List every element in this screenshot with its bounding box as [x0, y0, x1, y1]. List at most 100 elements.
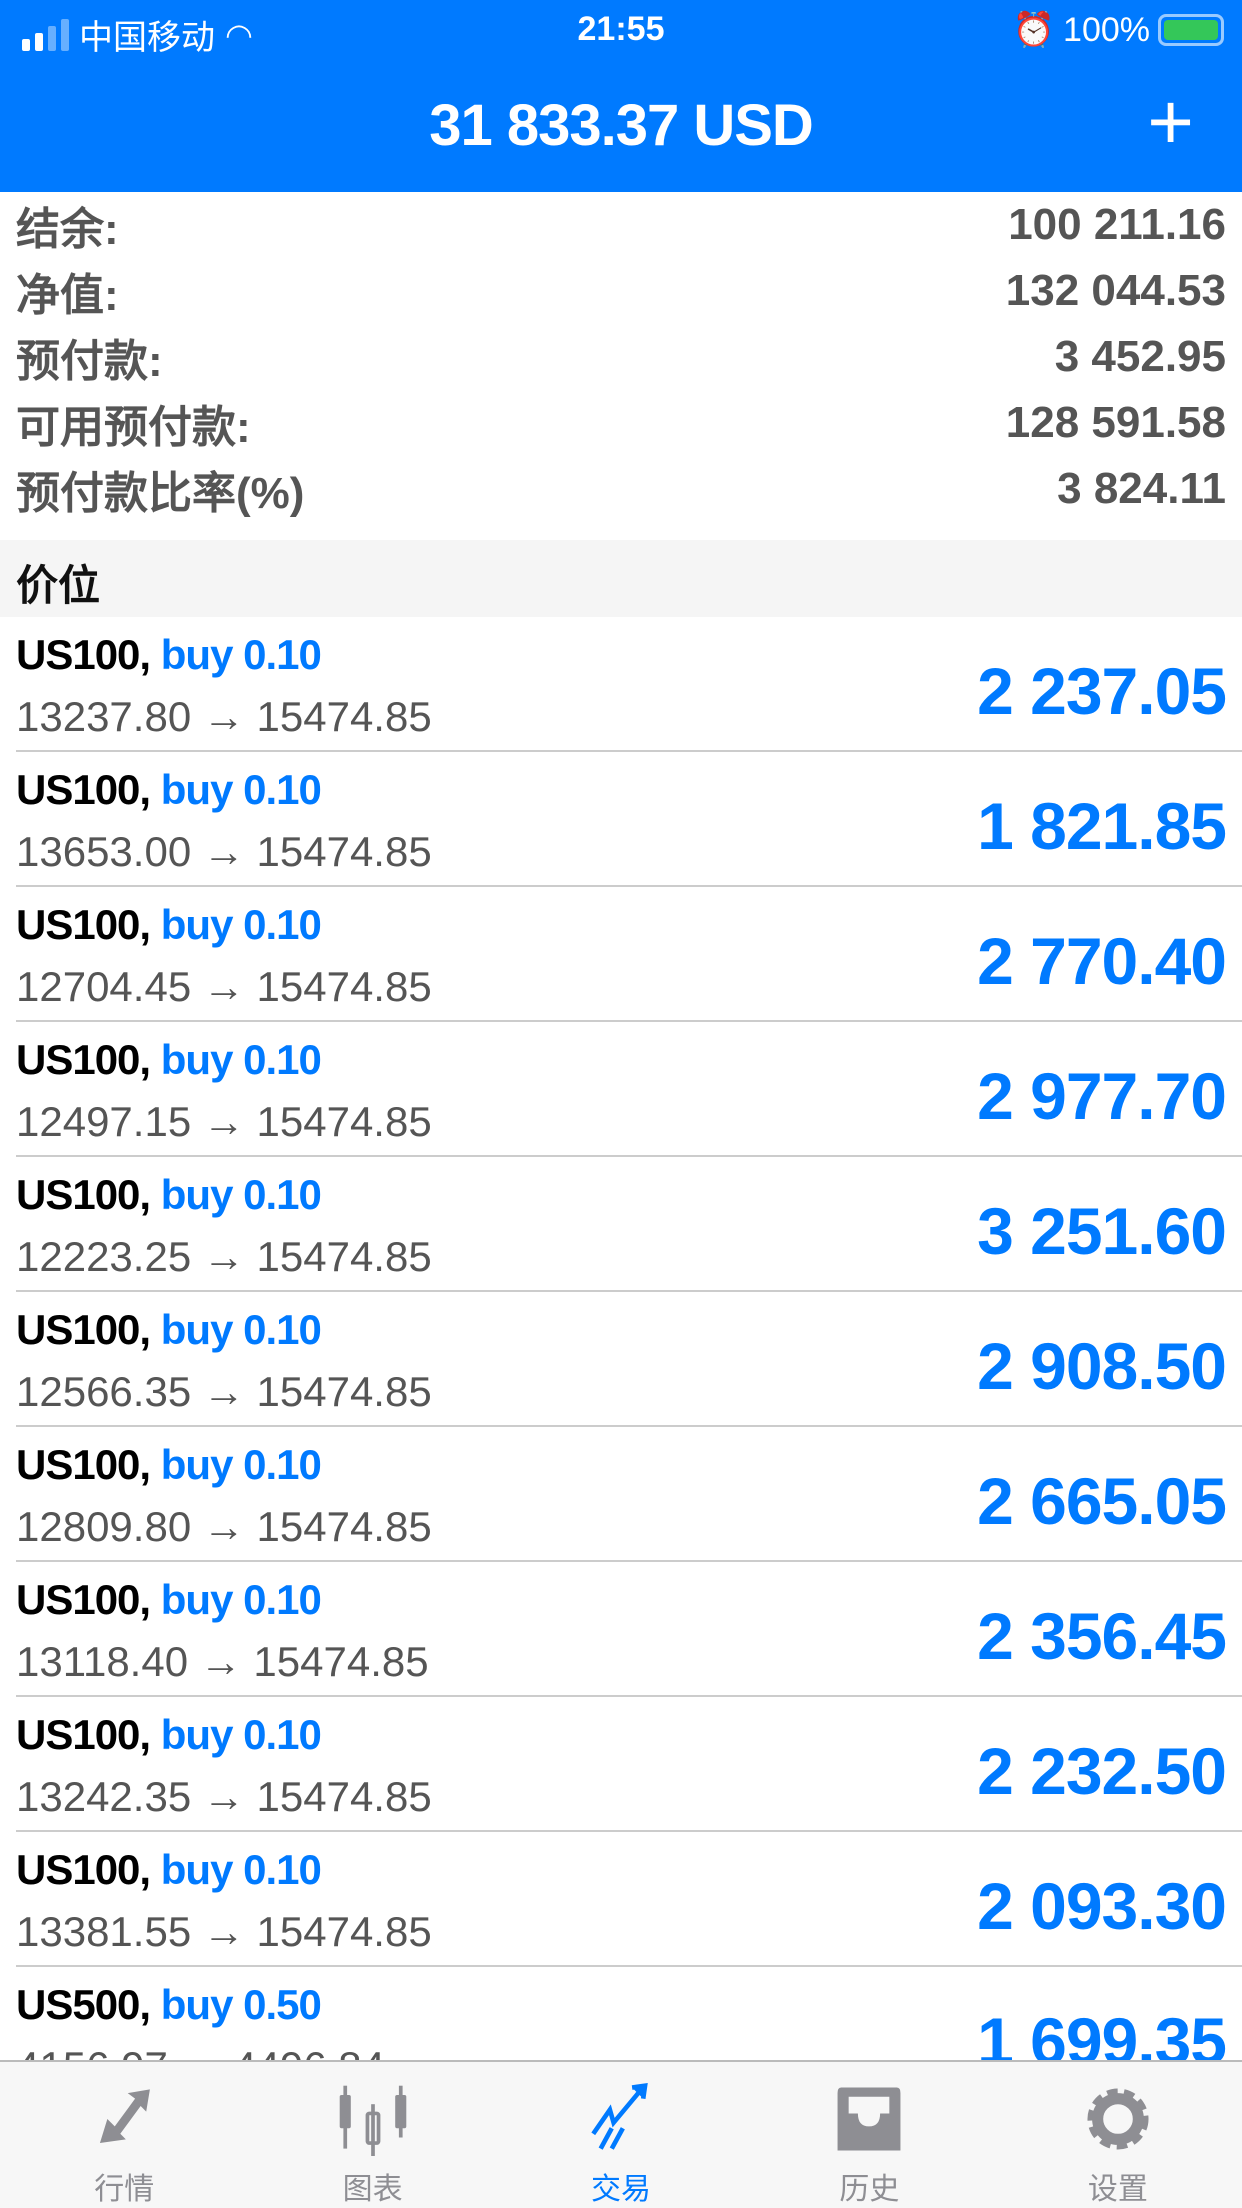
summary-margin: 预付款: 3 452.95	[0, 324, 1242, 390]
summary-value: 132 044.53	[1005, 266, 1226, 315]
tab-bar: 行情 图表 交易 历史 设置	[0, 2060, 1242, 2208]
symbol: US100,	[16, 1306, 151, 1353]
profit: 2 093.30	[977, 1869, 1227, 1943]
position-symbol: US100, buy 0.10	[16, 1441, 322, 1489]
position-symbol: US100, buy 0.10	[16, 1711, 322, 1759]
order-type-volume: buy 0.10	[160, 766, 322, 813]
profit: 2 356.45	[977, 1599, 1227, 1673]
tab-settings[interactable]: 设置	[994, 2062, 1242, 2208]
tab-label: 设置	[1087, 2173, 1148, 2206]
position-symbol: US500, buy 0.50	[16, 1981, 322, 2029]
signal-icon	[22, 18, 69, 51]
profit: 2 665.05	[977, 1464, 1227, 1538]
summary-margin-level: 预付款比率(%) 3 824.11	[0, 456, 1242, 522]
summary-label: 预付款比率(%)	[16, 469, 305, 518]
profit: 2 237.05	[977, 654, 1227, 728]
tab-quotes[interactable]: 行情	[0, 2062, 248, 2208]
symbol: US100,	[16, 1036, 151, 1083]
order-type-volume: buy 0.50	[160, 1981, 322, 2028]
header: 中国移动 ◠ 21:55 ⏰ 100% 31 833.37 USD +	[0, 0, 1242, 192]
tab-charts[interactable]: 图表	[248, 2062, 496, 2208]
position-row[interactable]: US100, buy 0.10 13242.35 → 15474.85 2 23…	[16, 1697, 1242, 1832]
position-symbol: US100, buy 0.10	[16, 1846, 322, 1894]
position-symbol: US100, buy 0.10	[16, 1171, 322, 1219]
order-type-volume: buy 0.10	[160, 1036, 322, 1083]
tab-label: 交易	[591, 2173, 652, 2206]
summary-value: 3 824.11	[1057, 464, 1226, 513]
profit: 1 821.85	[977, 789, 1227, 863]
tab-label: 历史	[839, 2173, 900, 2206]
open-current-prices: 12809.80 → 15474.85	[16, 1503, 432, 1550]
position-symbol: US100, buy 0.10	[16, 631, 322, 679]
position-row[interactable]: US100, buy 0.10 12223.25 → 15474.85 3 25…	[16, 1157, 1242, 1292]
position-row[interactable]: US100, buy 0.10 12497.15 → 15474.85 2 97…	[16, 1022, 1242, 1157]
order-type-volume: buy 0.10	[160, 901, 322, 948]
account-summary: 结余: 100 211.16 净值: 132 044.53 预付款: 3 452.95…	[0, 192, 1242, 522]
summary-label: 可用预付款:	[16, 403, 251, 452]
open-current-prices: 13381.55 → 15474.85	[16, 1908, 432, 1955]
open-current-prices: 12497.15 → 15474.85	[16, 1098, 432, 1145]
tab-trade[interactable]: 交易	[497, 2062, 745, 2208]
summary-label: 结余:	[16, 205, 119, 254]
order-type-volume: buy 0.10	[160, 631, 322, 678]
summary-label: 净值:	[16, 271, 119, 320]
clock: 21:55	[577, 10, 665, 48]
position-symbol: US100, buy 0.10	[16, 1576, 322, 1624]
symbol: US100,	[16, 631, 151, 678]
summary-value: 100 211.16	[1008, 200, 1226, 249]
open-current-prices: 13118.40 → 15474.85	[16, 1638, 429, 1685]
position-row[interactable]: US100, buy 0.10 12566.35 → 15474.85 2 90…	[16, 1292, 1242, 1427]
open-current-prices: 13653.00 → 15474.85	[16, 828, 432, 875]
position-row[interactable]: US100, buy 0.10 13118.40 → 15474.85 2 35…	[16, 1562, 1242, 1697]
position-row[interactable]: US100, buy 0.10 12809.80 → 15474.85 2 66…	[16, 1427, 1242, 1562]
position-row[interactable]: US100, buy 0.10 12704.45 → 15474.85 2 77…	[16, 887, 1242, 1022]
summary-equity: 净值: 132 044.53	[0, 258, 1242, 324]
carrier: 中国移动	[79, 19, 215, 57]
position-row[interactable]: US100, buy 0.10 13653.00 → 15474.85 1 82…	[16, 752, 1242, 887]
open-current-prices: 13242.35 → 15474.85	[16, 1773, 432, 1820]
profit: 2 232.50	[977, 1734, 1227, 1808]
quotes-arrows-icon	[100, 2089, 151, 2144]
wifi-icon: ◠	[225, 16, 253, 53]
open-current-prices: 12704.45 → 15474.85	[16, 963, 432, 1010]
summary-label: 预付款:	[16, 337, 163, 386]
tab-label: 图表	[342, 2173, 403, 2206]
position-symbol: US100, buy 0.10	[16, 901, 322, 949]
order-type-volume: buy 0.10	[160, 1441, 322, 1488]
tab-label: 行情	[94, 2173, 155, 2206]
battery-icon	[1158, 14, 1224, 46]
position-row[interactable]: US100, buy 0.10 13381.55 → 15474.85 2 09…	[16, 1832, 1242, 1967]
symbol: US100,	[16, 1171, 151, 1218]
order-type-volume: buy 0.10	[160, 1171, 322, 1218]
position-row[interactable]: US100, buy 0.10 13237.80 → 15474.85 2 23…	[16, 617, 1242, 752]
battery-percent: 100%	[1063, 10, 1150, 49]
symbol: US100,	[16, 1711, 151, 1758]
profit: 2 977.70	[977, 1059, 1227, 1133]
open-current-prices: 12223.25 → 15474.85	[16, 1233, 432, 1280]
alarm-icon: ⏰	[1012, 11, 1056, 49]
positions-list: US100, buy 0.10 13237.80 → 15474.85 2 23…	[0, 617, 1242, 2102]
section-header: 价位	[0, 540, 1242, 617]
summary-balance: 结余: 100 211.16	[0, 192, 1242, 258]
position-symbol: US100, buy 0.10	[16, 1306, 322, 1354]
symbol: US100,	[16, 766, 151, 813]
position-symbol: US100, buy 0.10	[16, 766, 322, 814]
symbol: US100,	[16, 901, 151, 948]
summary-value: 128 591.58	[1005, 398, 1226, 447]
profit: 2 908.50	[977, 1329, 1227, 1403]
order-type-volume: buy 0.10	[160, 1711, 322, 1758]
tab-history[interactable]: 历史	[745, 2062, 993, 2208]
symbol: US500,	[16, 1981, 151, 2028]
order-type-volume: buy 0.10	[160, 1846, 322, 1893]
status-bar: 中国移动 ◠ 21:55 ⏰ 100%	[0, 0, 1242, 62]
profit: 3 251.60	[977, 1194, 1227, 1268]
trade-trend-icon	[591, 2082, 648, 2150]
order-type-volume: buy 0.10	[160, 1306, 322, 1353]
symbol: US100,	[16, 1441, 151, 1488]
plus-icon[interactable]: +	[1147, 77, 1194, 166]
symbol: US100,	[16, 1846, 151, 1893]
candlestick-chart-icon	[339, 2085, 406, 2156]
order-type-volume: buy 0.10	[160, 1576, 322, 1623]
open-current-prices: 12566.35 → 15474.85	[16, 1368, 432, 1415]
page-title: 31 833.37 USD	[429, 93, 814, 158]
